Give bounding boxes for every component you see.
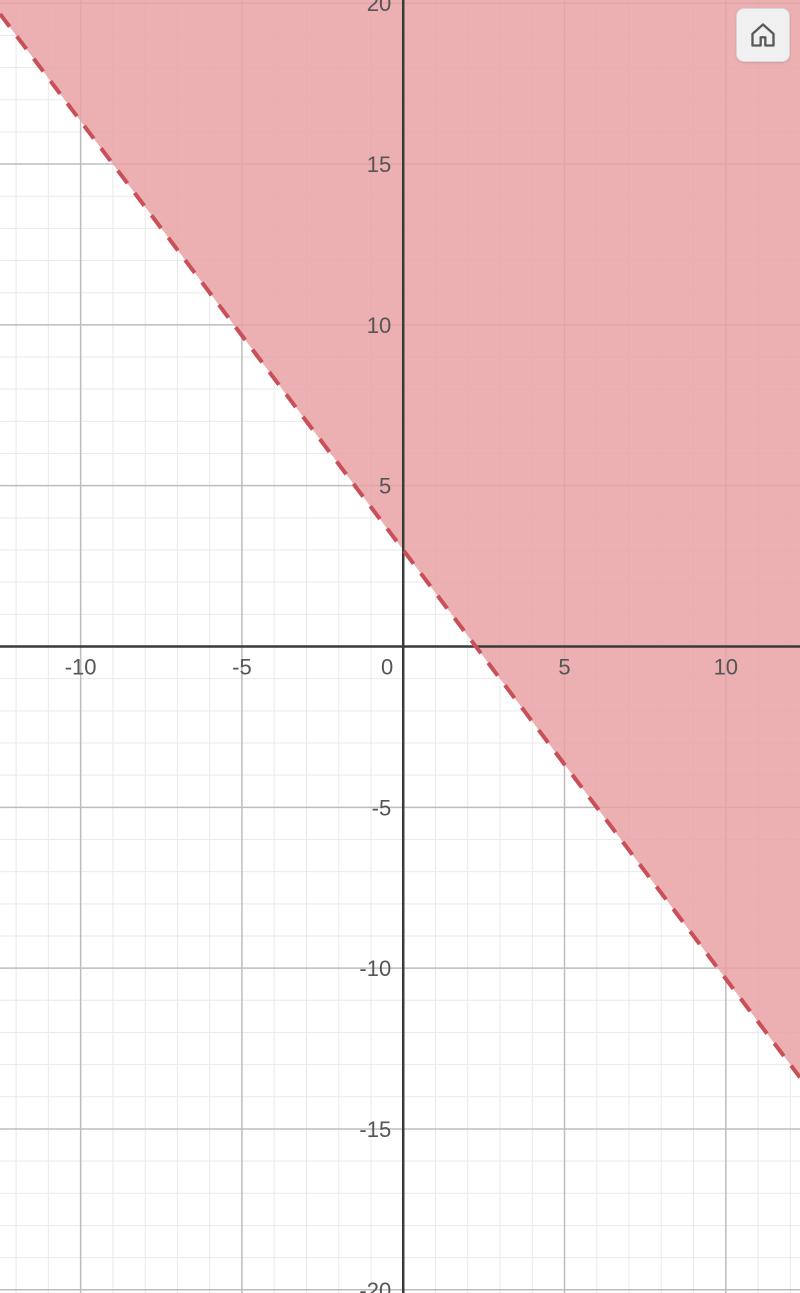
svg-text:20: 20 bbox=[367, 0, 391, 16]
svg-text:-20: -20 bbox=[359, 1278, 391, 1293]
home-button[interactable] bbox=[736, 8, 790, 62]
svg-text:-5: -5 bbox=[232, 655, 252, 680]
chart-container: -10 -5 0 5 10 -20 -15 -10 -5 5 10 15 20 bbox=[0, 0, 800, 1293]
svg-text:15: 15 bbox=[367, 152, 391, 177]
svg-text:10: 10 bbox=[367, 313, 391, 338]
svg-text:-10: -10 bbox=[359, 956, 391, 981]
svg-text:5: 5 bbox=[379, 474, 391, 499]
svg-text:10: 10 bbox=[714, 655, 738, 680]
svg-text:-10: -10 bbox=[65, 655, 97, 680]
svg-text:5: 5 bbox=[558, 655, 570, 680]
svg-text:0: 0 bbox=[381, 655, 393, 680]
home-icon bbox=[749, 21, 777, 49]
coordinate-plane: -10 -5 0 5 10 -20 -15 -10 -5 5 10 15 20 bbox=[0, 0, 800, 1293]
svg-text:-15: -15 bbox=[359, 1117, 391, 1142]
svg-text:-5: -5 bbox=[372, 795, 392, 820]
